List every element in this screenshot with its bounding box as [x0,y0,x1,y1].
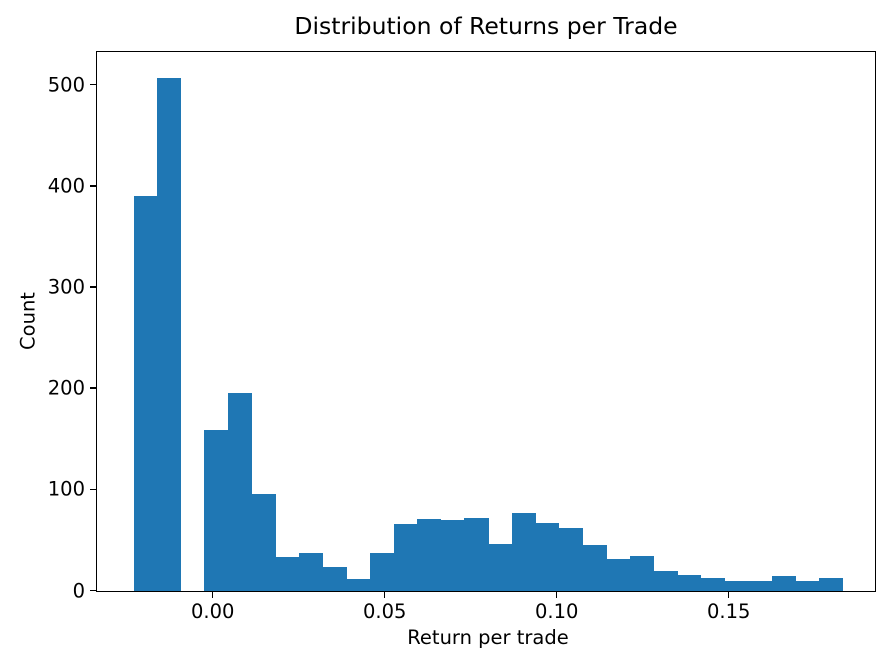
histogram-bar [511,512,536,591]
x-tick-label: 0.05 [362,600,407,623]
chart-title: Distribution of Returns per Trade [294,12,678,40]
histogram-bar [228,393,253,591]
y-tick-label: 400 [47,174,85,198]
histogram-bar [464,517,489,591]
y-tick-label: 200 [47,376,85,400]
histogram-bar [322,567,347,591]
y-tick-mark [89,185,96,187]
x-tick-label: 0.00 [190,600,235,623]
histogram-bar [700,578,725,591]
histogram-bar [629,556,654,591]
histogram-bar [133,195,158,591]
histogram-bar [748,581,773,591]
histogram-bar [204,429,229,591]
histogram-bar [771,576,796,591]
histogram-bar [488,543,513,591]
y-tick-mark [89,387,96,389]
y-tick-label: 100 [47,477,85,501]
histogram-bar [298,553,324,591]
histogram-bar [369,553,395,591]
histogram-bar [275,557,300,591]
x-tick-mark [727,591,730,598]
y-tick-label: 0 [72,579,85,602]
histogram-bar [558,527,584,591]
y-tick-mark [89,488,96,491]
histogram-bar [346,579,371,591]
x-tick-mark [211,591,214,598]
histogram-bar [251,494,276,591]
y-tick-label: 500 [47,73,85,97]
y-tick-mark [89,286,96,288]
histogram-bar [582,544,607,591]
y-tick-mark [89,83,96,86]
histogram-bar [724,581,749,591]
x-tick-label: 0.10 [534,600,579,623]
histogram-bar [440,519,465,591]
x-axis-label: Return per trade [407,626,569,649]
histogram-bar [677,575,702,591]
x-tick-mark [555,591,558,598]
y-axis-label: Count [16,292,40,350]
histogram-bar [417,518,442,591]
plot-frame [96,51,876,592]
histogram-bar [393,523,418,591]
x-tick-label: 0.15 [706,600,751,623]
y-tick-mark [89,589,96,592]
histogram-bar [653,571,678,591]
x-tick-mark [383,591,386,598]
histogram-bar [795,581,820,591]
histogram-bar [535,522,560,591]
y-tick-label: 300 [47,275,85,299]
histogram-bar [157,77,182,591]
histogram-bar [606,559,631,591]
histogram-bar [818,578,844,591]
